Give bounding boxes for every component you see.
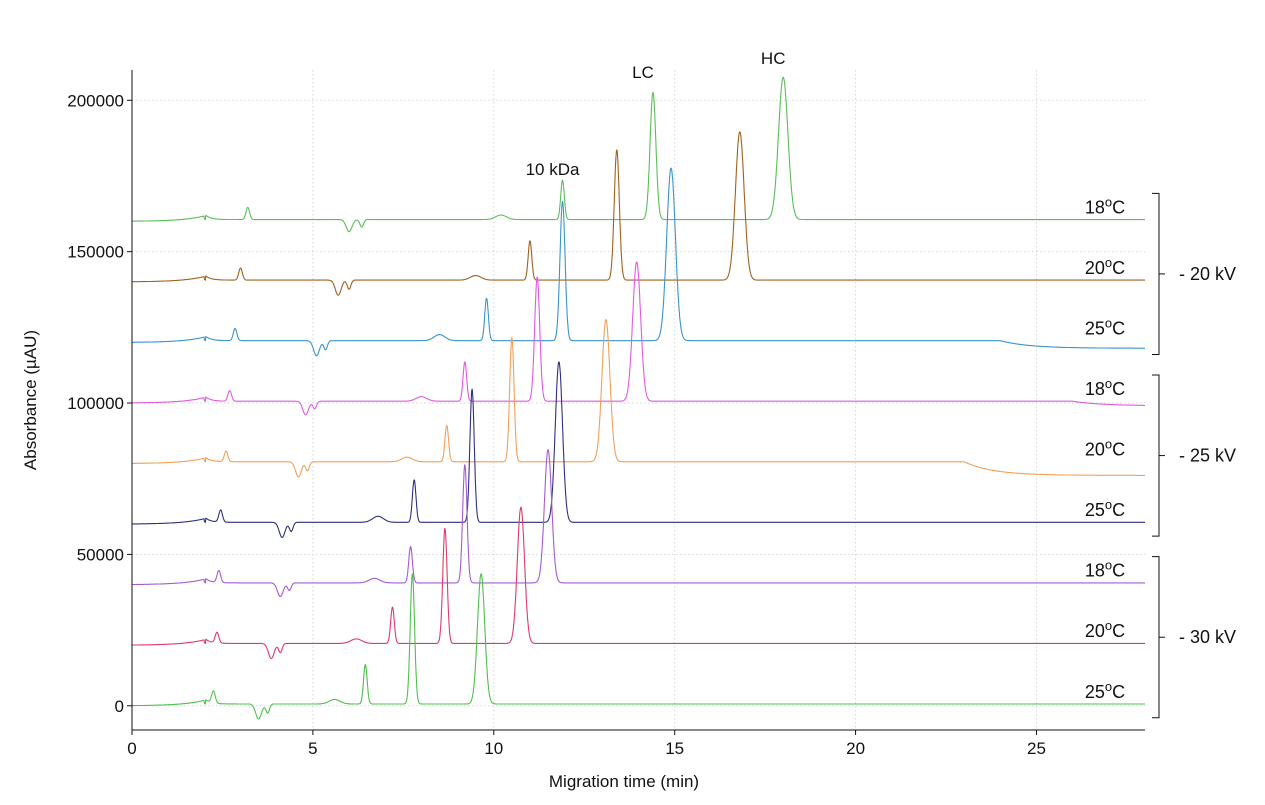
series-label: 18oC (1085, 194, 1125, 217)
series-label: 20oC (1085, 437, 1125, 460)
y-axis-title: Absorbance (µAU) (21, 330, 40, 470)
voltage-label: - 25 kV (1179, 446, 1236, 466)
series-line (131, 573, 1146, 720)
series-label: 20oC (1085, 618, 1125, 641)
peak-annotation: HC (761, 49, 786, 68)
y-tick-label: 0 (115, 697, 124, 716)
series-line (131, 318, 1146, 478)
series-label: 20oC (1085, 255, 1125, 278)
x-tick-label: 20 (846, 739, 865, 758)
series-line (131, 261, 1146, 416)
y-tick-label: 50000 (77, 545, 124, 564)
x-tick-label: 25 (1027, 739, 1046, 758)
voltage-brackets: - 20 kV - 25 kV - 30 kV (1152, 192, 1236, 719)
series-line (131, 506, 1146, 660)
x-tick-label: 15 (665, 739, 684, 758)
axes (131, 70, 1145, 731)
x-tick-label: 10 (484, 739, 503, 758)
grid (132, 70, 1145, 730)
series-label: 25oC (1085, 497, 1125, 520)
voltage-bracket (1152, 556, 1160, 719)
voltage-bracket (1152, 192, 1160, 355)
x-tick-label: 5 (308, 739, 317, 758)
series-label: 25oC (1085, 679, 1125, 702)
tick-labels: 0 5 10 15 20 25 0 50000 100000 150000 200000 (67, 91, 1046, 758)
x-tick-label: 0 (127, 739, 136, 758)
voltage-label: - 30 kV (1179, 627, 1236, 647)
series-label: 18oC (1085, 558, 1125, 581)
peak-annotations: 10 kDa LC HC (526, 49, 786, 179)
x-axis-title: Migration time (min) (549, 772, 699, 791)
series-label: 18oC (1085, 376, 1125, 399)
y-tick-label: 200000 (67, 91, 124, 110)
voltage-bracket (1152, 374, 1160, 537)
peak-annotation: 10 kDa (526, 160, 580, 179)
y-tick-label: 100000 (67, 394, 124, 413)
peak-annotation: LC (632, 63, 654, 82)
series-line (131, 361, 1146, 538)
series-line (131, 76, 1146, 233)
y-tick-label: 150000 (67, 243, 124, 262)
series-line (131, 449, 1146, 598)
traces (131, 76, 1146, 720)
series-label: 25oC (1085, 315, 1125, 338)
condition-labels: 18oC 20oC 25oC 18oC 20oC 25oC 18oC 20oC 25oC (1085, 194, 1125, 701)
series-line (131, 167, 1146, 357)
voltage-label: - 20 kV (1179, 264, 1236, 284)
